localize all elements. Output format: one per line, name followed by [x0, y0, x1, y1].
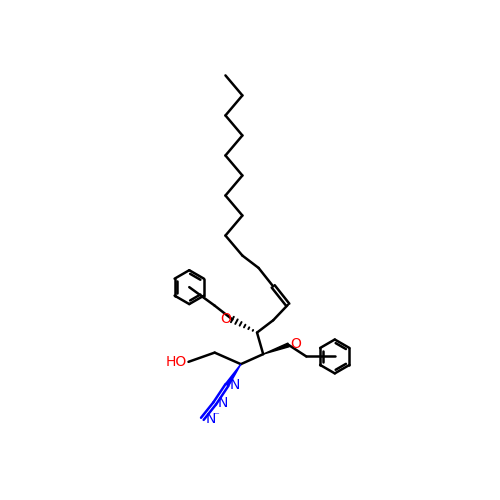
- Text: N: N: [218, 396, 228, 410]
- Polygon shape: [226, 364, 241, 386]
- Text: HO: HO: [166, 355, 187, 369]
- Text: O: O: [220, 312, 231, 326]
- Text: O: O: [290, 337, 301, 351]
- Text: N: N: [230, 378, 240, 392]
- Polygon shape: [263, 343, 289, 354]
- Text: N: N: [206, 412, 216, 426]
- Text: ⁻: ⁻: [213, 412, 219, 422]
